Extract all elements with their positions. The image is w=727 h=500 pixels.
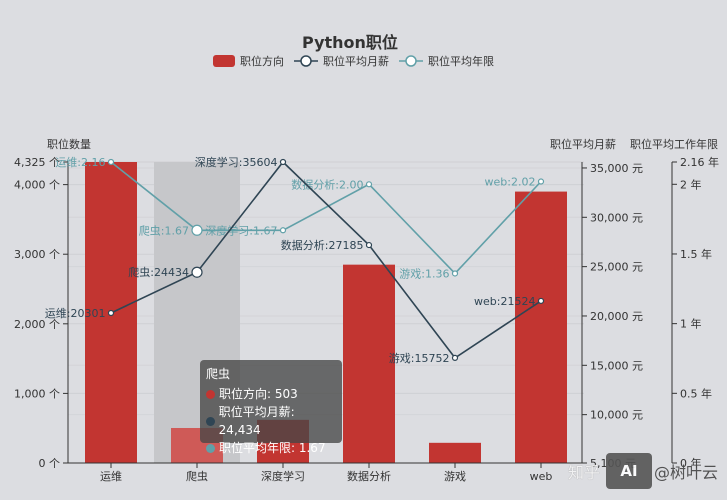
years-tick-label: 2 年: [680, 177, 702, 191]
legend-label: 职位平均年限: [428, 55, 494, 68]
years-tick-label: 2.16 年: [680, 155, 719, 169]
legend-item-bar[interactable]: 职位方向: [213, 53, 284, 69]
legend-line-circle-icon: [294, 55, 318, 67]
tooltip-row-text: 职位平均年限: 1.67: [219, 441, 326, 455]
bar-web[interactable]: [515, 191, 567, 463]
bar-游戏[interactable]: [429, 442, 481, 463]
legend-label: 职位方向: [240, 55, 284, 68]
data-label: 深度学习:35604: [195, 155, 278, 169]
legend: 职位方向 职位平均月薪 职位平均年限: [213, 53, 504, 69]
years-axis-name: 职位平均工作年限: [630, 138, 718, 151]
data-label: 运维:2.16: [55, 156, 105, 169]
salary-tick-label: 30,000 元: [590, 211, 643, 224]
x-tick-label: web: [530, 470, 553, 483]
left-tick-label: 4,000 个: [14, 179, 60, 192]
data-point[interactable]: [191, 266, 203, 278]
chart-title: Python职位: [302, 33, 398, 52]
legend-bar-swatch: [213, 55, 235, 67]
data-point[interactable]: [365, 181, 373, 188]
legend-line-circle-icon: [399, 55, 423, 67]
salary-tick-label: 10,000 元: [590, 409, 643, 422]
left-axis-name: 职位数量: [47, 138, 91, 151]
data-label: 运维:20301: [45, 307, 106, 320]
data-label: 爬虫:24434: [128, 266, 189, 279]
watermark-author: @树叶云: [654, 463, 719, 482]
data-label: 游戏:15752: [389, 352, 450, 365]
data-point[interactable]: [107, 158, 115, 166]
salary-tick-label: 15,000 元: [590, 359, 643, 372]
left-tick-label: 0 个: [39, 457, 61, 470]
data-label: web:21524: [474, 295, 535, 308]
salary-tick-label: 20,000 元: [590, 310, 643, 323]
years-tick-label: 1.5 年: [680, 247, 712, 261]
years-tick-label: 0.5 年: [680, 386, 712, 400]
left-tick-label: 3,000 个: [14, 248, 60, 261]
tooltip-row: 职位平均年限: 1.67: [206, 439, 336, 457]
x-tick-label: 深度学习: [261, 469, 305, 483]
x-tick-label: 运维: [100, 470, 122, 483]
series-dot-icon: [206, 416, 215, 426]
years-tick-label: 1 年: [680, 317, 702, 331]
data-label: 数据分析:27185: [281, 238, 364, 252]
tooltip-title: 爬虫: [206, 367, 231, 381]
left-tick-label: 4,325 个: [14, 156, 60, 169]
legend-label: 职位平均月薪: [323, 55, 389, 68]
bar-数据分析[interactable]: [343, 264, 395, 463]
x-tick-label: 游戏: [444, 470, 466, 483]
tooltip-row-text: 职位平均月薪: 24,434: [218, 405, 295, 437]
salary-tick-label: 25,000 元: [590, 261, 643, 274]
series-dot-icon: [206, 443, 215, 453]
left-tick-label: 1,000 个: [14, 387, 60, 400]
data-point[interactable]: [451, 270, 459, 277]
salary-tick-label: 35,000 元: [590, 162, 643, 175]
tooltip-row-text: 职位方向: 503: [219, 387, 298, 401]
left-tick-label: 2,000 个: [14, 318, 60, 331]
data-label: web:2.02: [485, 176, 536, 189]
data-label: 爬虫:1.67: [139, 224, 189, 237]
data-point[interactable]: [107, 309, 115, 317]
line-职位平均月薪: [110, 160, 542, 359]
legend-item-years[interactable]: 职位平均年限: [399, 53, 494, 69]
series-dot-icon: [206, 389, 215, 399]
data-point[interactable]: [279, 158, 287, 166]
watermark: 知乎 AI @树叶云: [568, 453, 718, 489]
data-label: 深度学习:1.67: [205, 223, 277, 237]
data-point[interactable]: [191, 224, 203, 236]
watermark-ai-icon: AI: [606, 453, 653, 489]
data-point[interactable]: [279, 227, 287, 234]
watermark-zhihu: 知乎: [568, 463, 601, 482]
salary-axis-name: 职位平均月薪: [550, 138, 616, 151]
line-职位平均年限: [110, 161, 542, 275]
tooltip-row: 职位方向: 503: [206, 385, 336, 403]
data-point[interactable]: [365, 241, 373, 249]
data-label: 游戏:1.36: [399, 267, 449, 280]
data-point[interactable]: [537, 178, 545, 185]
x-tick-label: 爬虫: [186, 470, 208, 483]
legend-item-salary[interactable]: 职位平均月薪: [294, 53, 389, 69]
data-point[interactable]: [537, 297, 545, 305]
x-tick-label: 数据分析: [347, 469, 391, 483]
tooltip: 爬虫 职位方向: 503 职位平均月薪: 24,434 职位平均年限: 1.67: [200, 360, 342, 455]
years-tick-label: 0 年: [680, 456, 702, 470]
data-point[interactable]: [451, 354, 459, 361]
tooltip-row: 职位平均月薪: 24,434: [206, 403, 336, 439]
